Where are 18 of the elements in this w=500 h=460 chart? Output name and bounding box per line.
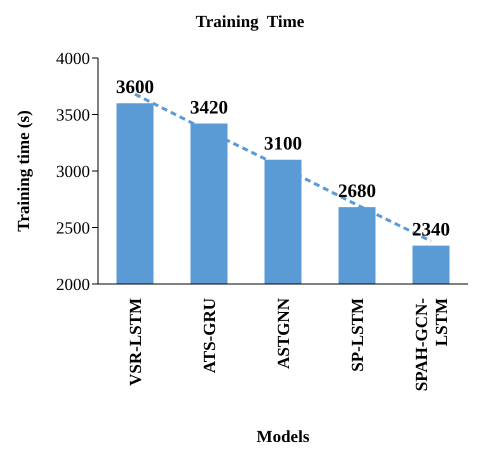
y-tick-label: 2500 — [56, 218, 90, 238]
y-tick-label: 4000 — [56, 49, 90, 68]
x-tick-label: ATS-GRU — [200, 298, 219, 374]
y-tick-label: 3500 — [56, 106, 90, 125]
y-axis-title: Training time (s) — [14, 110, 34, 232]
x-tick-label: VSR-LSTM — [126, 298, 145, 386]
data-label: 3600 — [116, 77, 154, 98]
x-tick-label: SP-LSTM — [348, 298, 367, 372]
data-label: 3420 — [190, 98, 228, 119]
x-tick-label: SPAH-GCN-LSTM — [412, 298, 451, 392]
data-label: 2340 — [412, 220, 450, 241]
x-axis-title: Models — [256, 427, 310, 446]
x-tick-label: ASTGNN — [274, 297, 293, 369]
data-label: 2680 — [338, 181, 376, 202]
chart-title: Training Time — [194, 12, 306, 32]
data-label: 3100 — [264, 134, 302, 155]
y-tick-label: 3000 — [56, 162, 90, 182]
y-tick-label: 2000 — [56, 275, 90, 294]
